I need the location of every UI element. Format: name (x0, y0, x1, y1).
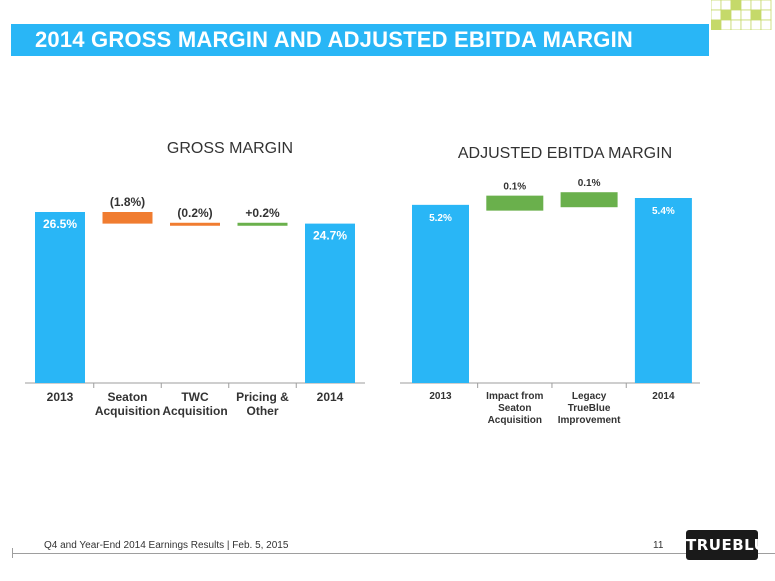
category-label-line: Other (246, 404, 278, 418)
bar-4 (305, 223, 355, 383)
category-label-line: TrueBlue (568, 403, 611, 414)
bar-2 (560, 192, 618, 208)
bar-0 (35, 212, 85, 383)
category-label-3: Pricing & Other (236, 390, 289, 418)
category-label-line: Seaton (498, 403, 531, 414)
category-label-line: TWC (181, 390, 209, 404)
category-label-1: Impact from Seaton Acquisition (486, 391, 543, 426)
category-label-1: Seaton Acquisition (95, 390, 160, 418)
chart-title: GROSS MARGIN (167, 140, 293, 157)
value-label-4: 24.7% (313, 229, 347, 243)
bar-3 (634, 198, 692, 383)
category-label-line: Legacy (572, 391, 607, 402)
bar-3 (237, 222, 288, 226)
value-label-0: 26.5% (43, 217, 77, 231)
deco-cell (760, 19, 772, 30)
value-label-1: (1.8%) (110, 195, 145, 209)
category-label-4: 2014 (317, 390, 344, 404)
page-title: 2014 GROSS MARGIN AND ADJUSTED EBITDA MA… (35, 27, 633, 80)
category-label-line: Seaton (107, 390, 147, 404)
category-label-line: Pricing & (236, 390, 289, 404)
category-label-0: 2013 (429, 391, 452, 402)
value-label-1: 0.1% (503, 182, 526, 193)
category-label-2: TWC Acquisition (162, 390, 227, 418)
category-label-line: Impact from (486, 391, 543, 402)
category-label-line: Acquisition (95, 404, 160, 418)
footer-divider (12, 553, 775, 554)
footer-text: Q4 and Year-End 2014 Earnings Results | … (44, 540, 289, 551)
category-label-0: 2013 (47, 390, 74, 404)
category-label-line: 2014 (652, 391, 675, 402)
decorative-grid (711, 0, 772, 30)
bar-1 (102, 212, 153, 224)
adjusted-ebitda-margin-chart: ADJUSTED EBITDA MARGIN 5.2% 2013 0.1% Impact… (400, 145, 700, 426)
trueblue-logo: TRUEBLUE (686, 530, 775, 560)
value-label-0: 5.2% (429, 213, 452, 224)
value-label-3: 5.4% (652, 206, 675, 217)
category-label-line: Acquisition (488, 415, 542, 426)
category-label-line: 2013 (47, 390, 74, 404)
value-label-3: +0.2% (245, 206, 280, 220)
bar-0 (412, 204, 469, 383)
category-label-line: Acquisition (162, 404, 227, 418)
category-label-2: Legacy TrueBlue Improvement (558, 391, 621, 426)
category-label-line: 2013 (429, 391, 452, 402)
chart-title: ADJUSTED EBITDA MARGIN (458, 145, 672, 162)
category-label-line: Improvement (558, 415, 621, 426)
category-label-3: 2014 (652, 391, 675, 402)
bar-1 (486, 195, 544, 211)
bar-2 (170, 222, 220, 226)
title-bar: 2014 GROSS MARGIN AND ADJUSTED EBITDA MA… (11, 24, 709, 80)
value-label-2: (0.2%) (177, 206, 212, 220)
value-label-2: 0.1% (578, 178, 601, 189)
category-label-line: 2014 (317, 390, 344, 404)
page-number: 11 (653, 540, 664, 551)
